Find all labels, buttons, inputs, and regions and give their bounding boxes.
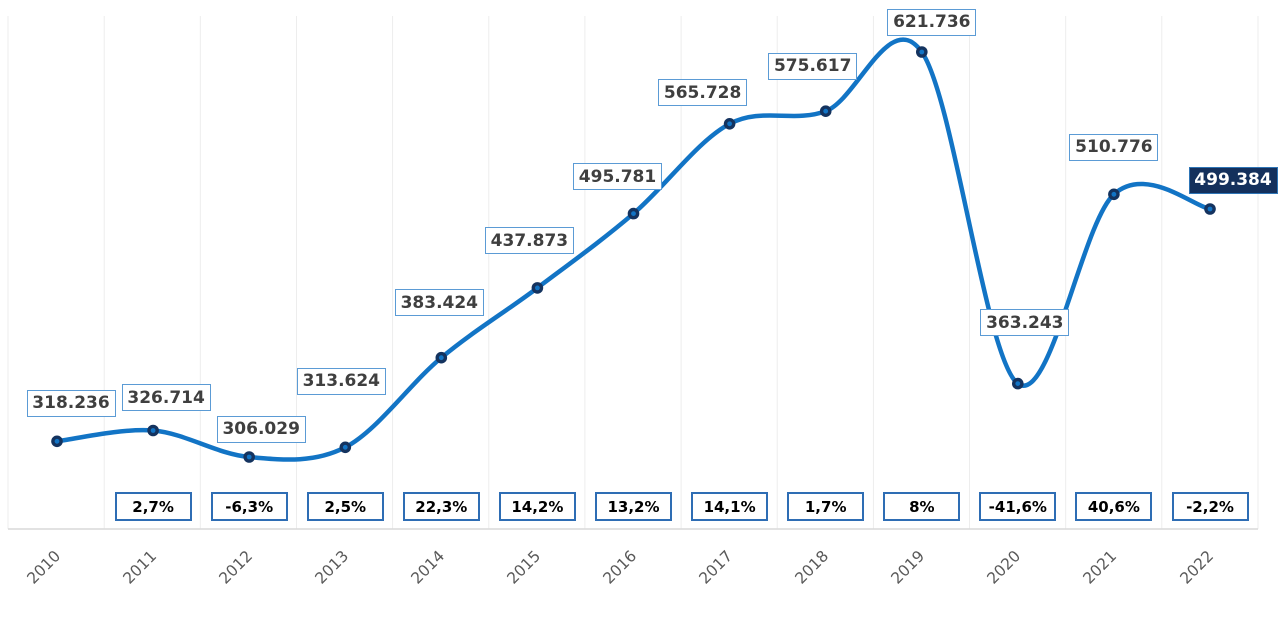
- data-label: 575.617: [768, 52, 858, 80]
- pct-change-label: 8%: [883, 492, 961, 521]
- pct-change-label: -2,2%: [1171, 492, 1249, 521]
- data-point-marker[interactable]: [1108, 188, 1120, 201]
- data-point-marker[interactable]: [51, 435, 63, 448]
- pct-change-label: 40,6%: [1075, 492, 1153, 521]
- data-point-marker[interactable]: [627, 207, 640, 220]
- data-label: 383.424: [394, 289, 484, 317]
- vertical-gridlines: [7, 16, 1259, 529]
- data-point-marker[interactable]: [1204, 203, 1216, 215]
- pct-change-label: 1,7%: [787, 492, 865, 521]
- data-label: 318.236: [26, 389, 116, 417]
- pct-change-label: 13,2%: [595, 492, 672, 521]
- data-point-marker[interactable]: [147, 424, 159, 437]
- pct-change-label: 14,2%: [498, 492, 576, 521]
- data-label: 326.714: [121, 384, 211, 411]
- pct-change-label: 22,3%: [402, 492, 480, 521]
- data-label: 363.243: [980, 309, 1070, 337]
- data-label: 313.624: [296, 367, 386, 395]
- data-label: 495.781: [573, 163, 662, 191]
- pct-change-label: -41,6%: [979, 492, 1057, 521]
- data-label: 510.776: [1069, 133, 1159, 161]
- data-point-marker[interactable]: [916, 46, 928, 58]
- data-point-marker[interactable]: [1012, 377, 1024, 390]
- pct-change-label: 2,5%: [306, 492, 384, 521]
- data-label: 565.728: [658, 79, 748, 107]
- data-point-marker[interactable]: [339, 441, 352, 454]
- pct-change-label: -6,3%: [210, 492, 288, 521]
- data-point-marker[interactable]: [723, 118, 736, 130]
- data-point-markers: [51, 46, 1216, 463]
- data-point-marker[interactable]: [243, 451, 255, 463]
- series-line: [54, 37, 1213, 462]
- data-point-marker[interactable]: [819, 105, 832, 117]
- data-label: 306.029: [216, 415, 306, 443]
- data-label: 437.873: [484, 227, 574, 255]
- data-label-highlighted: 499.384: [1188, 166, 1278, 194]
- pct-change-label: 14,1%: [691, 492, 769, 521]
- pct-change-label: 2,7%: [114, 492, 192, 521]
- data-point-marker[interactable]: [435, 351, 448, 364]
- data-point-marker[interactable]: [531, 282, 544, 294]
- data-label: 621.736: [887, 8, 977, 36]
